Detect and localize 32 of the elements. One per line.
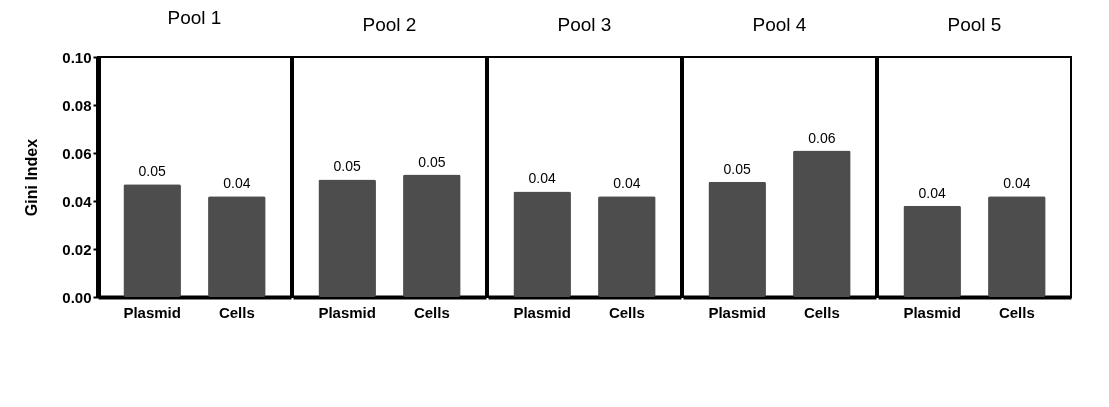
chart-title: Pool 2: [362, 14, 417, 35]
y-axis-title: Gini Index: [23, 138, 41, 217]
x-tick-label: Plasmid: [903, 303, 961, 321]
y-tick-label: 0.06: [62, 144, 92, 162]
chart-title: Pool 1: [167, 7, 222, 28]
x-tick-label: Cells: [608, 303, 645, 321]
data-label: 0.05: [138, 163, 167, 180]
x-tick-label: Plasmid: [123, 303, 181, 321]
data-label: 0.04: [223, 175, 251, 192]
data-label: 0.04: [528, 170, 557, 187]
x-tick-label: Plasmid: [708, 303, 766, 321]
data-label: 0.04: [1003, 175, 1031, 192]
data-label: 0.04: [613, 175, 641, 192]
y-tick-label: 0.08: [62, 96, 92, 114]
x-tick-label: Cells: [218, 303, 255, 321]
data-label: 0.05: [333, 158, 362, 175]
y-tick-label: 0.04: [62, 192, 93, 210]
data-label: 0.06: [808, 129, 836, 146]
chart-title: Pool 4: [752, 14, 807, 35]
data-label: 0.05: [418, 153, 446, 170]
y-tick-label: 0.00: [62, 288, 92, 306]
x-tick-label: Plasmid: [318, 303, 376, 321]
x-tick-label: Plasmid: [513, 303, 571, 321]
x-tick-label: Cells: [998, 303, 1035, 321]
chart-title: Pool 3: [557, 14, 612, 35]
chart-title: Pool 5: [947, 14, 1002, 35]
x-tick-label: Cells: [803, 303, 840, 321]
y-tick-label: 0.02: [62, 240, 92, 258]
y-tick-label: 0.10: [62, 48, 92, 66]
data-label: 0.04: [918, 184, 947, 201]
data-label: 0.05: [723, 160, 752, 177]
x-tick-label: Cells: [413, 303, 450, 321]
